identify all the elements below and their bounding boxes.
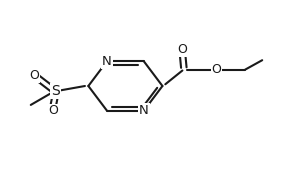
Text: O: O: [29, 69, 39, 82]
Text: N: N: [139, 104, 149, 117]
Text: N: N: [102, 55, 112, 68]
Text: O: O: [48, 104, 58, 117]
Text: S: S: [51, 84, 60, 98]
Text: O: O: [212, 63, 221, 76]
Text: O: O: [178, 43, 187, 56]
